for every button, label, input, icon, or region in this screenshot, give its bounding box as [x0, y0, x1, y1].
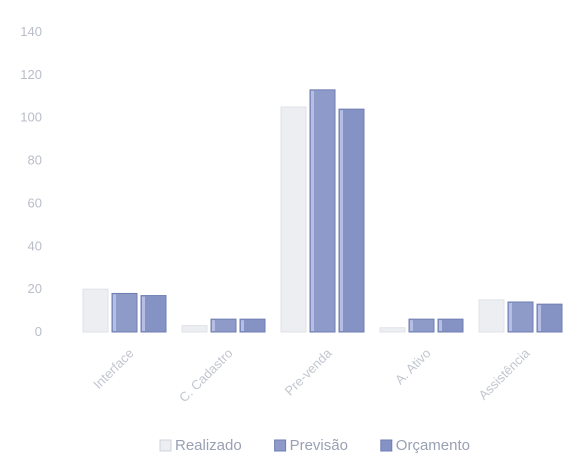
bar-highlight — [509, 303, 512, 331]
bar-orçamento-0 — [140, 295, 167, 333]
bar-realizado-1 — [181, 325, 208, 333]
x-category-label: A. Ativo — [392, 346, 434, 388]
legend-swatch-orçamento — [380, 439, 393, 452]
bar-realizado-4 — [478, 299, 505, 333]
bar-orçamento-3 — [437, 318, 464, 333]
bar-previsão-1 — [210, 318, 237, 333]
bar-highlight — [212, 320, 215, 331]
y-tick-label: 80 — [28, 153, 42, 168]
y-tick-label: 0 — [35, 324, 42, 339]
y-tick-label: 120 — [20, 67, 42, 82]
bar-highlight — [538, 305, 541, 331]
legend-swatch-previsão — [274, 439, 287, 452]
x-axis: Interface C. Cadastro Pre-venda A. Ativo Ass… — [90, 345, 533, 405]
bar-realizado-3 — [379, 327, 406, 333]
legend-label-previsão: Previsão — [290, 437, 348, 454]
y-tick-label: 140 — [20, 24, 42, 39]
y-tick-label: 60 — [28, 195, 42, 210]
x-category-label: Interface — [90, 346, 136, 392]
bar-orçamento-1 — [239, 318, 266, 333]
bar-realizado-2 — [280, 106, 307, 333]
bar-highlight — [113, 294, 116, 331]
bar-group — [82, 89, 563, 333]
legend-label-orçamento: Orçamento — [396, 437, 470, 454]
legend-label-realizado: Realizado — [175, 437, 242, 454]
bar-previsão-2 — [309, 89, 336, 333]
x-category-label: Assistência — [476, 345, 534, 403]
x-category-label: C. Cadastro — [176, 346, 236, 406]
legend-swatch-realizado — [159, 439, 172, 452]
y-tick-label: 100 — [20, 110, 42, 125]
bar-highlight — [311, 90, 314, 331]
bar-highlight — [340, 110, 343, 332]
y-axis: 0 20 40 60 80 100 120 140 — [20, 24, 42, 339]
bar-previsão-4 — [507, 301, 534, 333]
bar-previsão-0 — [111, 292, 138, 333]
bar-realizado-0 — [82, 288, 109, 333]
bar-orçamento-2 — [338, 108, 365, 333]
bar-highlight — [142, 296, 145, 331]
bar-orçamento-4 — [536, 303, 563, 333]
x-category-label: Pre-venda — [282, 345, 336, 399]
bar-highlight — [439, 320, 442, 331]
bar-highlight — [410, 320, 413, 331]
y-tick-label: 20 — [28, 281, 42, 296]
legend: Realizado Previsão Orçamento — [159, 437, 470, 454]
y-tick-label: 40 — [28, 238, 42, 253]
bar-previsão-3 — [408, 318, 435, 333]
bar-highlight — [241, 320, 244, 331]
